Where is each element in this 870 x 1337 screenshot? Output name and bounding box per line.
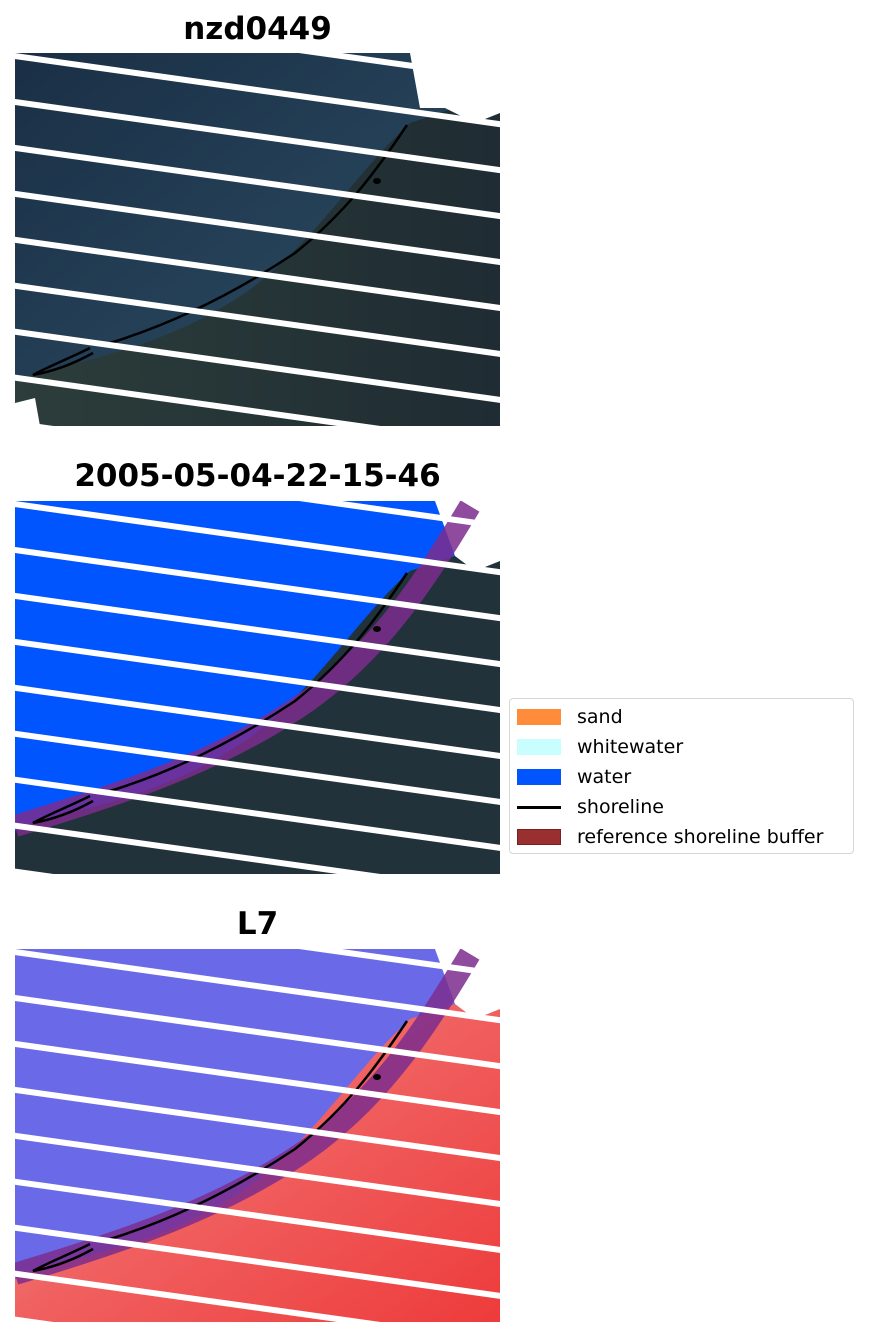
legend-item-whitewater: whitewater bbox=[517, 736, 684, 758]
sand-swatch bbox=[517, 709, 561, 725]
legend-item-reference-buffer: reference shoreline buffer bbox=[517, 826, 824, 848]
legend-label: shoreline bbox=[577, 796, 664, 818]
panel-title-classified: 2005-05-04-22-15-46 bbox=[74, 458, 441, 494]
buffer-swatch bbox=[517, 829, 561, 845]
legend-item-water: water bbox=[517, 766, 632, 788]
legend-label: water bbox=[577, 766, 632, 788]
rgb-image-panel bbox=[15, 53, 500, 426]
panel-title-rgb: nzd0449 bbox=[183, 11, 332, 47]
legend: sand whitewater water shoreline referenc… bbox=[509, 698, 854, 854]
legend-label: reference shoreline buffer bbox=[577, 826, 824, 848]
legend-label: sand bbox=[577, 706, 623, 728]
whitewater-swatch bbox=[517, 739, 561, 755]
index-image-panel bbox=[15, 949, 500, 1322]
legend-item-shoreline: shoreline bbox=[517, 796, 664, 818]
legend-label: whitewater bbox=[577, 736, 684, 758]
classified-image-panel bbox=[15, 501, 500, 874]
panel-title-index: L7 bbox=[236, 906, 279, 942]
water-swatch bbox=[517, 769, 561, 785]
shoreline-swatch bbox=[517, 799, 561, 815]
legend-item-sand: sand bbox=[517, 706, 623, 728]
